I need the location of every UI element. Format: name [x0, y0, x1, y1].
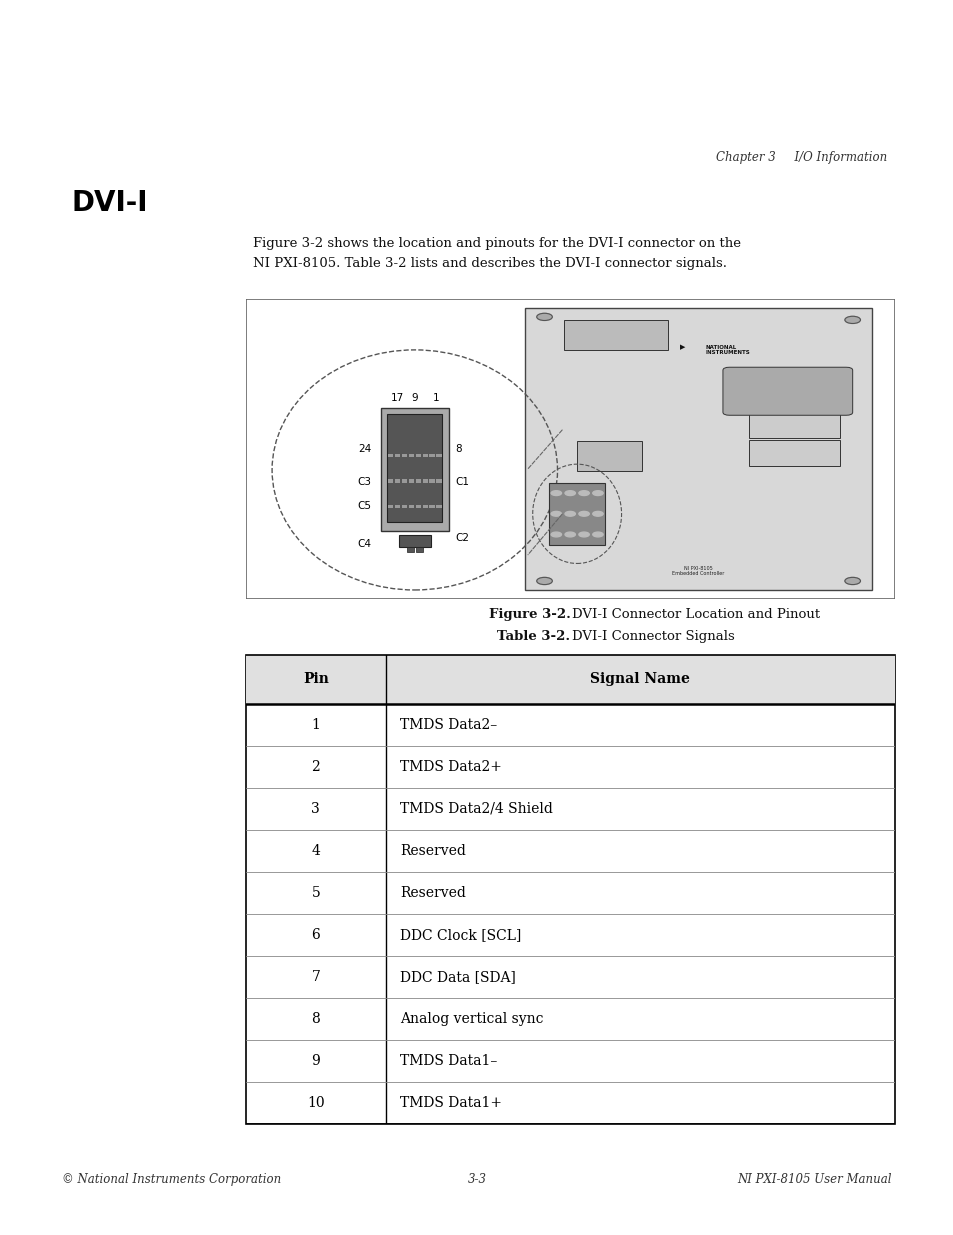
Text: 8: 8: [455, 443, 461, 454]
Bar: [429, 453, 435, 457]
Circle shape: [564, 490, 575, 495]
Bar: [408, 505, 414, 509]
Circle shape: [551, 532, 561, 537]
Circle shape: [844, 316, 860, 324]
Text: C5: C5: [356, 501, 371, 511]
Circle shape: [564, 532, 575, 537]
Text: 7: 7: [311, 969, 320, 984]
Circle shape: [537, 314, 552, 320]
Text: DVI-I: DVI-I: [71, 189, 148, 217]
Circle shape: [551, 511, 561, 516]
Bar: [563, 320, 667, 350]
Text: C1: C1: [455, 477, 469, 487]
Text: NATIONAL
INSTRUMENTS: NATIONAL INSTRUMENTS: [705, 345, 749, 356]
Text: NI PXI-8105 User Manual: NI PXI-8105 User Manual: [737, 1172, 891, 1186]
Text: Reserved: Reserved: [399, 885, 465, 900]
Circle shape: [592, 490, 602, 495]
Bar: [395, 479, 399, 483]
Bar: [395, 505, 399, 509]
Circle shape: [592, 532, 602, 537]
Text: Chapter 3     I/O Information: Chapter 3 I/O Information: [715, 151, 886, 164]
Bar: [246, 655, 894, 704]
Bar: [408, 479, 414, 483]
Text: 10: 10: [307, 1095, 324, 1110]
Bar: [380, 408, 448, 531]
Text: C4: C4: [356, 540, 371, 550]
Bar: [429, 505, 435, 509]
Text: 9: 9: [411, 393, 417, 403]
Bar: [422, 505, 427, 509]
Bar: [401, 505, 407, 509]
Text: TMDS Data2+: TMDS Data2+: [399, 760, 501, 774]
Text: 8: 8: [312, 1011, 320, 1026]
Text: 4: 4: [311, 844, 320, 858]
Circle shape: [844, 578, 860, 584]
Bar: [422, 479, 427, 483]
Bar: [416, 505, 420, 509]
Bar: [387, 414, 442, 521]
Bar: [549, 483, 604, 545]
Text: DDC Data [SDA]: DDC Data [SDA]: [399, 969, 516, 984]
Bar: [429, 479, 435, 483]
Text: 3: 3: [312, 802, 320, 816]
Text: 2: 2: [312, 760, 320, 774]
Text: DDC Clock [SCL]: DDC Clock [SCL]: [399, 927, 520, 942]
Text: C3: C3: [356, 477, 371, 487]
Text: 5: 5: [312, 885, 320, 900]
Circle shape: [564, 511, 575, 516]
Bar: [388, 505, 393, 509]
Bar: [436, 479, 441, 483]
Bar: [416, 479, 420, 483]
Text: 1: 1: [311, 718, 320, 732]
Text: TMDS Data1–: TMDS Data1–: [399, 1053, 497, 1068]
Text: NI PXI-8105
Embedded Controller: NI PXI-8105 Embedded Controller: [672, 566, 724, 577]
Text: Figure 3-2.: Figure 3-2.: [488, 608, 570, 621]
Bar: [388, 479, 393, 483]
Text: 6: 6: [312, 927, 320, 942]
Text: Table 3-2.: Table 3-2.: [497, 630, 570, 643]
Circle shape: [592, 511, 602, 516]
Bar: [408, 453, 414, 457]
Text: Signal Name: Signal Name: [590, 672, 689, 687]
FancyBboxPatch shape: [722, 367, 852, 415]
Bar: [401, 479, 407, 483]
Text: DVI-I Connector Location and Pinout: DVI-I Connector Location and Pinout: [572, 608, 820, 621]
Text: 1: 1: [432, 393, 438, 403]
Text: Pin: Pin: [303, 672, 329, 687]
Circle shape: [537, 578, 552, 584]
Bar: [748, 412, 839, 437]
Bar: [577, 441, 641, 472]
Circle shape: [578, 511, 589, 516]
Text: Reserved: Reserved: [399, 844, 465, 858]
Text: NI PXI-8105. Table 3-2 lists and describes the DVI-I connector signals.: NI PXI-8105. Table 3-2 lists and describ…: [253, 257, 726, 270]
Text: 24: 24: [357, 443, 371, 454]
Text: DVI-I Connector Signals: DVI-I Connector Signals: [572, 630, 735, 643]
Bar: [436, 453, 441, 457]
Text: TMDS Data2–: TMDS Data2–: [399, 718, 497, 732]
Text: TMDS Data1+: TMDS Data1+: [399, 1095, 501, 1110]
Text: 9: 9: [312, 1053, 320, 1068]
Text: 17: 17: [390, 393, 403, 403]
Text: C2: C2: [455, 534, 469, 543]
Circle shape: [578, 532, 589, 537]
Text: Analog vertical sync: Analog vertical sync: [399, 1011, 543, 1026]
Bar: [401, 453, 407, 457]
Bar: [407, 547, 413, 552]
Circle shape: [551, 490, 561, 495]
Text: 3-3: 3-3: [467, 1172, 486, 1186]
Text: Figure 3-2 shows the location and pinouts for the DVI-I connector on the: Figure 3-2 shows the location and pinout…: [253, 237, 740, 251]
Circle shape: [578, 490, 589, 495]
Bar: [395, 453, 399, 457]
Bar: [524, 308, 871, 590]
Text: ▶: ▶: [679, 345, 684, 351]
Bar: [422, 453, 427, 457]
Text: TMDS Data2/4 Shield: TMDS Data2/4 Shield: [399, 802, 552, 816]
Bar: [398, 535, 431, 547]
Bar: [416, 453, 420, 457]
Bar: [748, 441, 839, 466]
Text: © National Instruments Corporation: © National Instruments Corporation: [62, 1172, 281, 1186]
Bar: [416, 547, 422, 552]
Bar: [388, 453, 393, 457]
Bar: [436, 505, 441, 509]
